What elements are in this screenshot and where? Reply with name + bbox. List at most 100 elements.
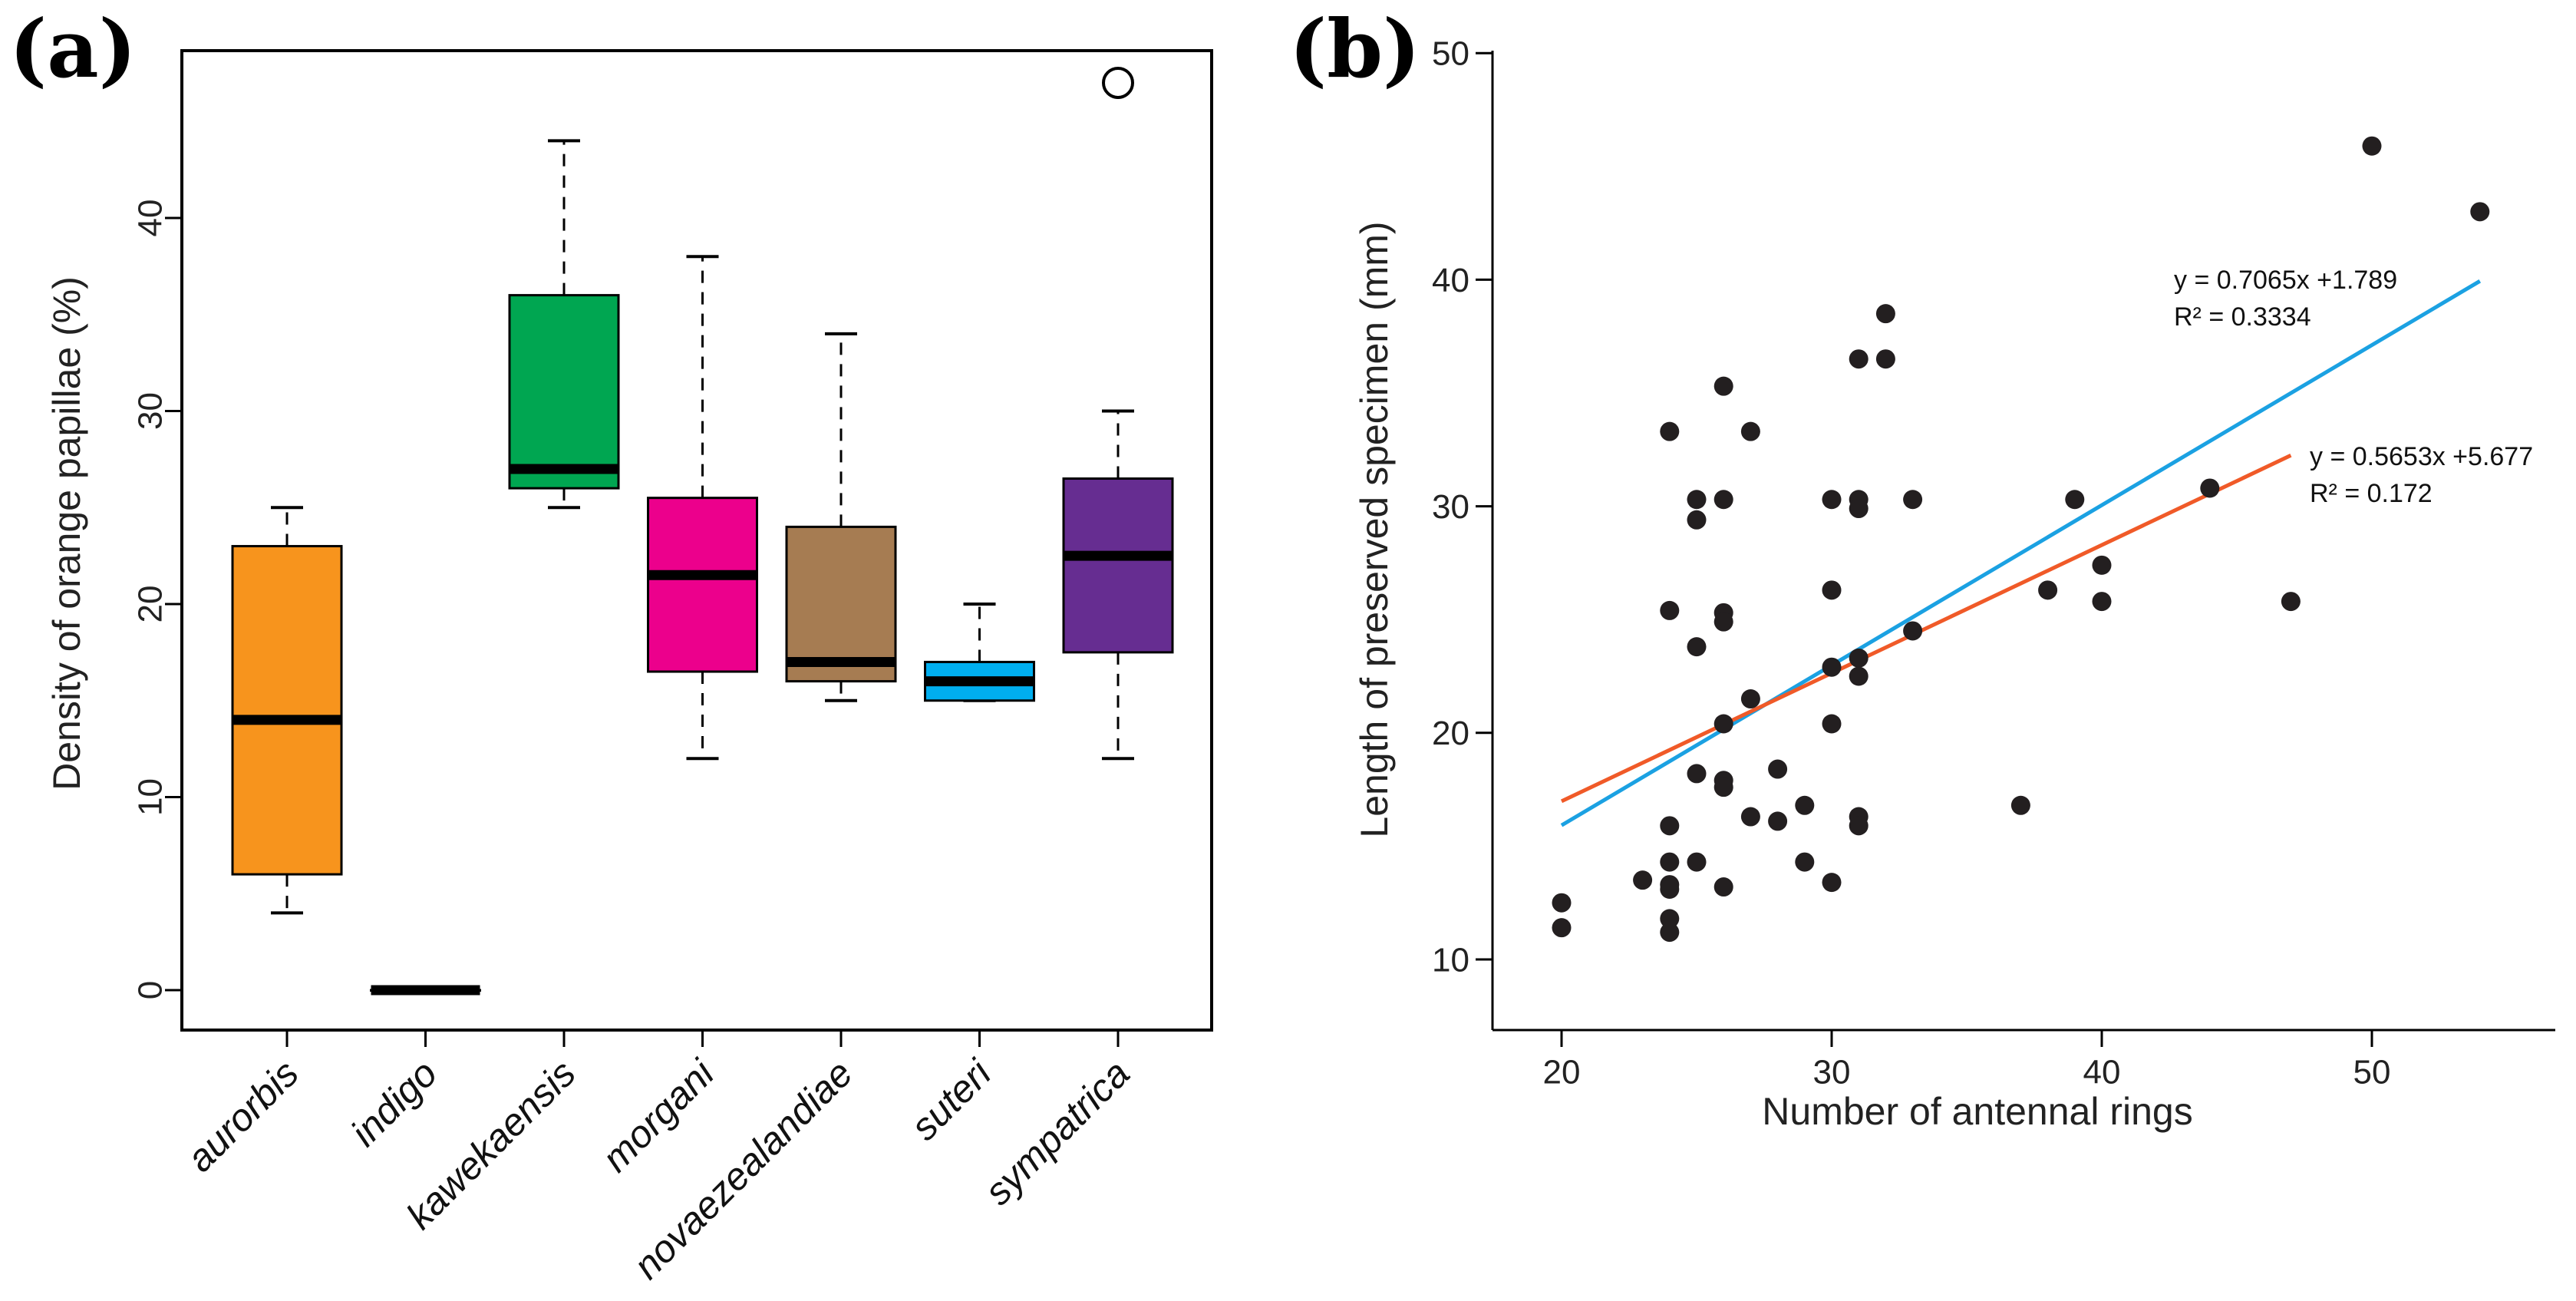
regression-line-orange bbox=[1560, 454, 2292, 804]
data-point bbox=[1660, 909, 1680, 929]
data-point bbox=[1660, 879, 1680, 899]
data-point bbox=[1849, 816, 1869, 836]
data-point bbox=[1552, 893, 1572, 913]
panel-a-category-label: sympatrica bbox=[976, 1052, 1138, 1213]
panel-a-y-tick-label: 10 bbox=[131, 778, 169, 816]
data-point bbox=[1552, 918, 1572, 938]
panel-a-label: (a) bbox=[9, 2, 137, 96]
data-point bbox=[1740, 807, 1760, 827]
box-suteri bbox=[924, 603, 1035, 702]
data-point bbox=[1740, 689, 1760, 709]
box-body bbox=[1062, 477, 1174, 654]
data-point bbox=[1687, 852, 1707, 872]
data-point bbox=[1740, 421, 1760, 441]
data-point bbox=[1849, 648, 1869, 668]
panel-b-x-tick-label: 30 bbox=[1813, 1053, 1851, 1091]
data-point bbox=[1660, 600, 1680, 620]
panel-b-label: (b) bbox=[1289, 2, 1420, 96]
panel-a-y-tick-label: 40 bbox=[131, 200, 169, 237]
data-point bbox=[1849, 499, 1869, 519]
panel-a-boxes bbox=[231, 66, 1174, 996]
data-point bbox=[1768, 811, 1788, 831]
box-indigo bbox=[370, 985, 481, 996]
panel-b-equations: y = 0.7065x +1.789 R² = 0.3334 y = 0.5653x… bbox=[2174, 266, 2533, 508]
data-point bbox=[1687, 764, 1707, 784]
data-point bbox=[1713, 877, 1733, 897]
data-point bbox=[2200, 478, 2220, 498]
panel-a-category-label: morgani bbox=[594, 1051, 724, 1180]
box-novaezealandiae bbox=[785, 332, 897, 702]
r-squared-label: R² = 0.3334 bbox=[2174, 302, 2311, 332]
data-point bbox=[1713, 612, 1733, 632]
data-point bbox=[1713, 778, 1733, 797]
data-point bbox=[1822, 490, 1842, 510]
panel-b-x-axis: 20 30 40 50 bbox=[1543, 1030, 2391, 1091]
data-point bbox=[1713, 376, 1733, 396]
data-point bbox=[1713, 490, 1733, 510]
data-point bbox=[2038, 580, 2058, 600]
data-point bbox=[1633, 870, 1653, 890]
data-point bbox=[1822, 657, 1842, 677]
data-point bbox=[2281, 592, 2301, 612]
panel-a-y-tick-label: 30 bbox=[131, 392, 169, 430]
data-point bbox=[2092, 555, 2112, 575]
panel-b-y-tick-label: 10 bbox=[1432, 941, 1469, 979]
data-point bbox=[1875, 304, 1895, 324]
panel-a-category-label: aurorbis bbox=[178, 1052, 306, 1180]
box-body bbox=[647, 497, 758, 673]
panel-a-category-label: suteri bbox=[902, 1051, 1000, 1148]
data-point bbox=[1660, 816, 1680, 836]
data-point bbox=[2362, 136, 2382, 156]
panel-b-x-tick-label: 50 bbox=[2353, 1053, 2391, 1091]
panel-b-x-tick-label: 40 bbox=[2083, 1053, 2121, 1091]
data-point bbox=[1660, 852, 1680, 872]
data-point bbox=[1687, 490, 1707, 510]
box-body bbox=[508, 294, 620, 490]
regression-equation: y = 0.7065x +1.789 bbox=[2174, 266, 2397, 295]
panel-b: (b) 10 20 30 40 50 20 30 40 50 y = 0.7065x +1.7… bbox=[1289, 2, 2555, 1133]
box-morgani bbox=[647, 255, 758, 761]
data-point bbox=[2092, 592, 2112, 612]
data-point bbox=[1687, 637, 1707, 657]
panel-b-x-axis-title: Number of antennal rings bbox=[1762, 1090, 2192, 1133]
box-kawekaensis bbox=[508, 139, 620, 510]
panel-b-points bbox=[1552, 136, 2490, 943]
panel-b-x-tick-label: 20 bbox=[1543, 1053, 1581, 1091]
panel-a-y-axis: 0 10 20 30 40 bbox=[131, 200, 182, 999]
data-point bbox=[1795, 795, 1815, 815]
panel-a-y-axis-title: Density of orange papillae (%) bbox=[45, 276, 88, 791]
data-point bbox=[2010, 795, 2030, 815]
data-point bbox=[1713, 714, 1733, 734]
panel-b-y-tick-label: 30 bbox=[1432, 488, 1469, 526]
panel-b-y-tick-label: 50 bbox=[1432, 35, 1469, 73]
regression-line-blue bbox=[1560, 279, 2482, 827]
data-point bbox=[2065, 490, 2085, 510]
data-point bbox=[1822, 714, 1842, 734]
data-point bbox=[2470, 202, 2490, 222]
data-point bbox=[1875, 349, 1895, 369]
box-body bbox=[785, 525, 897, 683]
data-point bbox=[1687, 510, 1707, 530]
panel-b-y-axis: 10 20 30 40 50 bbox=[1432, 35, 1492, 979]
data-point bbox=[1660, 923, 1680, 943]
data-point bbox=[1660, 421, 1680, 441]
data-point bbox=[1768, 759, 1788, 779]
panel-b-regression-lines bbox=[1560, 279, 2482, 827]
panel-a-category-label: indigo bbox=[342, 1052, 445, 1154]
box-sympatrica bbox=[1062, 66, 1174, 761]
panel-a-y-tick-label: 20 bbox=[131, 586, 169, 623]
box-body bbox=[231, 545, 343, 876]
data-point bbox=[1903, 490, 1923, 510]
panel-b-y-tick-label: 20 bbox=[1432, 715, 1469, 752]
panel-a-frame bbox=[180, 49, 1213, 1032]
regression-equation: y = 0.5653x +5.677 bbox=[2310, 442, 2533, 471]
data-point bbox=[1849, 349, 1869, 369]
outlier-point bbox=[1102, 66, 1134, 99]
box-aurorbis bbox=[231, 506, 343, 915]
panel-a-y-tick-label: 0 bbox=[131, 981, 169, 999]
data-point bbox=[1795, 852, 1815, 872]
data-point bbox=[1849, 666, 1869, 686]
